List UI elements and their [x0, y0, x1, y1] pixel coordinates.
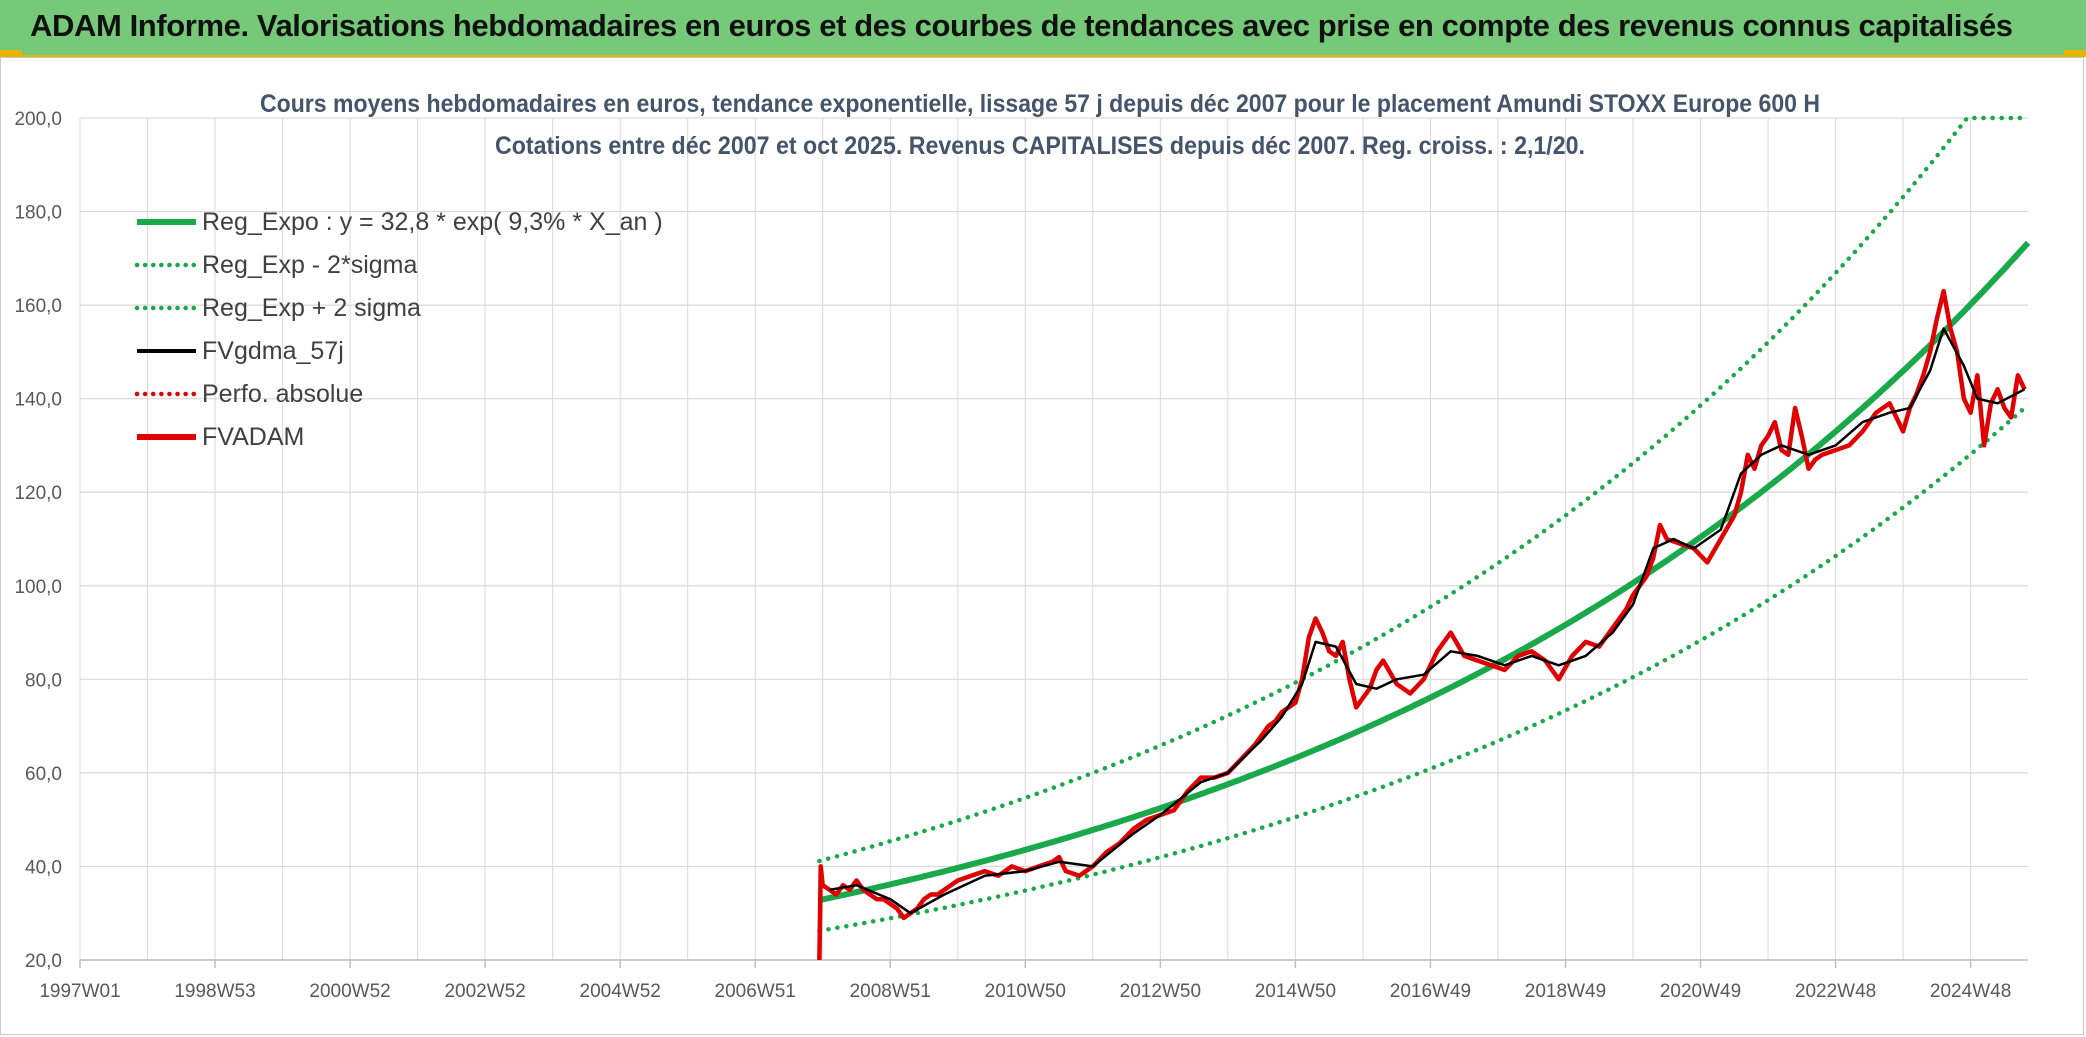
chart-legend: Reg_Expo : y = 32,8 * exp( 9,3% * X_an )… — [134, 208, 663, 451]
reg-exp-plus-2sigma-line — [817, 115, 2031, 864]
legend-label: Perfo. absolue — [202, 380, 363, 408]
banner-corner-right — [2064, 50, 2086, 57]
x-tick-label: 2012W50 — [1120, 981, 1201, 1002]
x-tick-label: 2002W52 — [444, 981, 525, 1002]
x-tick-label: 2018W49 — [1525, 981, 1606, 1002]
legend-label: FVADAM — [202, 423, 304, 451]
header-banner: ADAM Informe. Valorisations hebdomadaire… — [0, 0, 2086, 57]
y-tick-label: 60,0 — [25, 764, 62, 785]
x-tick-label: 2022W48 — [1795, 981, 1876, 1002]
reg-expo-line — [818, 240, 2031, 904]
y-tick-label: 140,0 — [14, 390, 62, 411]
chart-subtitle: Cotations entre déc 2007 et oct 2025. Re… — [495, 132, 1585, 160]
x-tick-label: 2008W51 — [850, 981, 931, 1002]
y-tick-label: 180,0 — [14, 203, 62, 224]
x-tick-label: 2000W52 — [309, 981, 390, 1002]
x-tick-label: 2016W49 — [1390, 981, 1471, 1002]
x-tick-label: 2010W50 — [985, 981, 1066, 1002]
y-tick-label: 80,0 — [25, 670, 62, 691]
y-tick-label: 160,0 — [14, 296, 62, 317]
banner-corner-left — [0, 50, 22, 57]
gridlines — [79, 117, 2028, 961]
report-title: ADAM Informe. Valorisations hebdomadaire… — [30, 8, 2013, 43]
x-tick-label: 2014W50 — [1255, 981, 1336, 1002]
chart-title: Cours moyens hebdomadaires en euros, ten… — [260, 90, 1820, 118]
x-axis-ticks: 1997W01 1998W53 2000W52 2002W52 2004W52 2006W… — [39, 960, 2011, 1002]
fvgdma-57j-line — [829, 327, 2026, 915]
legend-label: Reg_Exp + 2 sigma — [202, 294, 421, 322]
y-tick-label: 100,0 — [14, 577, 62, 598]
legend-label: FVgdma_57j — [202, 337, 344, 365]
y-tick-label: 40,0 — [25, 857, 62, 878]
x-tick-label: 2024W48 — [1930, 981, 2011, 1002]
chart-frame — [0, 57, 2084, 1035]
y-tick-label: 120,0 — [14, 483, 62, 504]
legend-label: Reg_Exp - 2*sigma — [202, 251, 417, 279]
y-tick-label: 200,0 — [14, 109, 62, 130]
x-tick-label: 2006W51 — [715, 981, 796, 1002]
y-tick-label: 20,0 — [25, 951, 62, 972]
series-group — [817, 115, 2031, 961]
reg-exp-minus-2sigma-line — [817, 402, 2031, 934]
legend-label: Reg_Expo : y = 32,8 * exp( 9,3% * X_an ) — [202, 208, 663, 236]
fvadam-line — [817, 288, 2027, 961]
y-axis-ticks: 20,0 40,0 60,0 80,0 100,0 120,0 140,0 160,0 180,… — [14, 109, 62, 972]
x-tick-label: 2004W52 — [580, 981, 661, 1002]
x-tick-label: 2020W49 — [1660, 981, 1741, 1002]
chart-titles: Cours moyens hebdomadaires en euros, ten… — [260, 90, 1820, 160]
x-tick-label: 1997W01 — [39, 981, 120, 1002]
x-tick-label: 1998W53 — [174, 981, 255, 1002]
